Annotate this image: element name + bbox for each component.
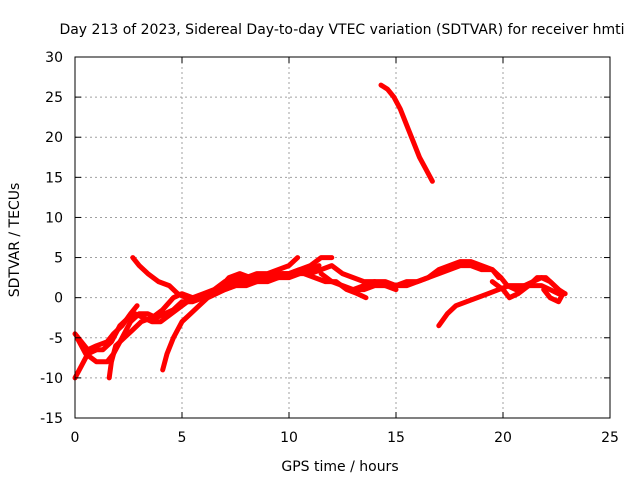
y-tick-label: 25: [45, 90, 63, 106]
x-axis-label: GPS time / hours: [281, 459, 398, 475]
y-tick-label: 20: [45, 130, 63, 146]
x-tick-label: 15: [387, 430, 405, 446]
plot-frame: [74, 56, 611, 419]
y-tick-label: -15: [40, 411, 63, 427]
series-line-arc8: [350, 259, 502, 293]
x-tick-label: 0: [71, 430, 80, 446]
y-tick-label: 0: [54, 291, 63, 307]
series-line-arc11: [378, 82, 435, 184]
y-tick-label: 5: [54, 251, 63, 267]
y-tick-label: -5: [49, 331, 63, 347]
y-axis-label: SDTVAR / TECUs: [7, 183, 23, 298]
axis-ticks: 0 5 10 15 20 25 -15 -10 -5 0 5 10 15 20 25 30: [40, 50, 619, 446]
series-line-arc6: [160, 263, 399, 373]
x-tick-label: 10: [280, 430, 298, 446]
series-line-arc2: [72, 255, 301, 381]
x-tick-label: 25: [601, 430, 619, 446]
y-tick-label: 30: [45, 50, 63, 66]
grid: [75, 57, 610, 418]
plot-series: [72, 82, 568, 381]
series-line-arc10: [489, 275, 566, 305]
x-tick-label: 5: [178, 430, 187, 446]
chart-title: Day 213 of 2023, Sidereal Day-to-day VTE…: [59, 22, 624, 38]
y-tick-label: -10: [40, 371, 63, 387]
y-tick-label: 10: [45, 210, 63, 226]
x-tick-label: 20: [494, 430, 512, 446]
y-tick-label: 15: [45, 170, 63, 186]
series-line-arc5: [130, 255, 369, 301]
